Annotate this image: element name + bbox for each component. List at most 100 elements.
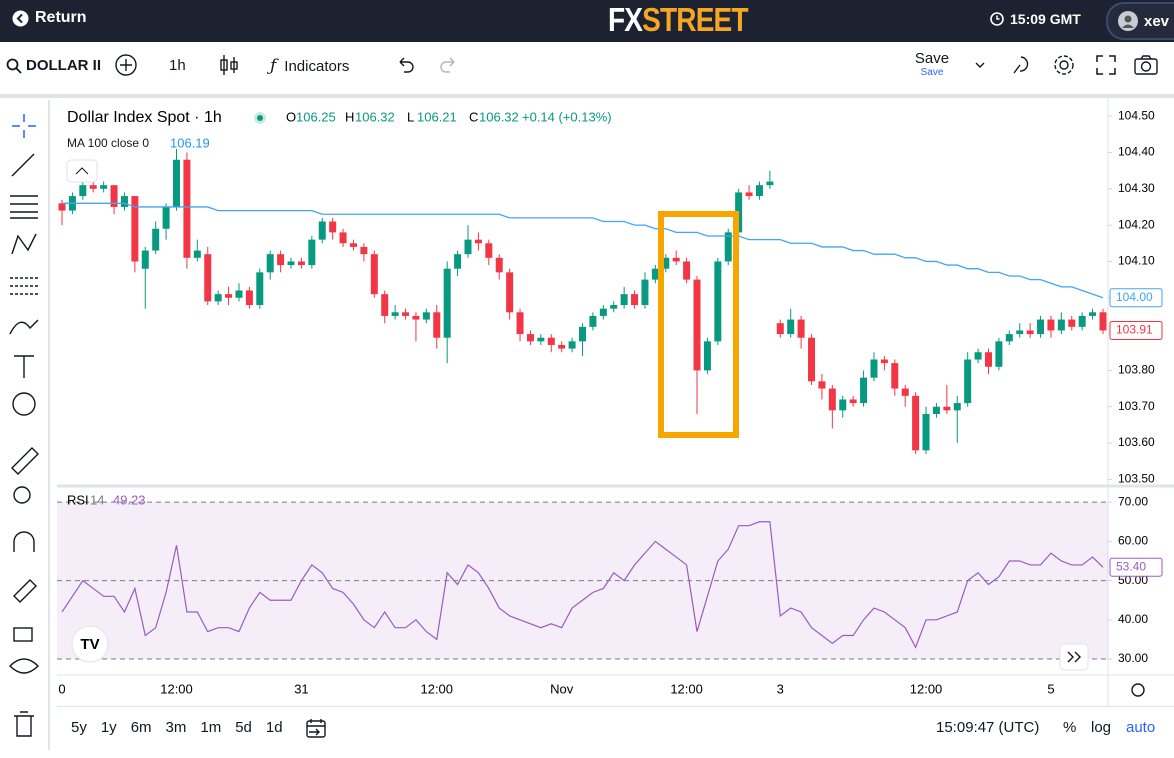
interval[interactable]: 1h [169, 57, 186, 74]
goto-date[interactable] [305, 717, 327, 739]
candle-body [1078, 315, 1086, 327]
screenshot-button[interactable] [1133, 54, 1159, 76]
tv-logo: TV [80, 636, 99, 653]
candle-body [610, 305, 618, 309]
log-toggle[interactable]: log [1091, 719, 1112, 736]
candle-body [880, 359, 888, 364]
candle-body [651, 268, 659, 280]
clock-icon [990, 12, 1004, 26]
candle-body [558, 344, 566, 349]
candle-body [787, 319, 795, 335]
range-button[interactable]: 1y [100, 719, 117, 736]
save-menu[interactable] [974, 60, 986, 70]
utc-clock[interactable]: 15:09:47 (UTC) [936, 719, 1040, 736]
scroll-right[interactable] [1059, 643, 1089, 671]
candle-body [506, 272, 514, 313]
auto-toggle[interactable]: auto [1126, 719, 1156, 736]
save-label: Save [914, 50, 950, 67]
indicators-button[interactable]: ƒ Indicators [270, 56, 349, 76]
brush-tool[interactable] [9, 319, 39, 335]
percent-toggle[interactable]: % [1063, 719, 1077, 736]
candle-body [349, 243, 357, 247]
candle-body [110, 185, 118, 207]
symbol-search[interactable]: DOLLAR II [6, 57, 101, 74]
range-button[interactable]: 5y [71, 719, 87, 736]
candle-body [568, 341, 576, 349]
ohlc-key: O [286, 109, 296, 124]
price-tick-label: 104.40 [1118, 145, 1155, 159]
candle-body [266, 254, 274, 273]
rsi-legend-length: 14 [90, 492, 104, 507]
crosshair-tool[interactable] [12, 114, 36, 138]
collapse-legend[interactable] [66, 159, 98, 183]
rsi-last-label: 53.40 [1116, 559, 1146, 573]
rsi-pane [57, 501, 1108, 660]
pattern-tool[interactable] [11, 233, 37, 255]
candle-body [724, 232, 732, 262]
delete-tool[interactable] [14, 711, 34, 737]
candle-body [318, 221, 326, 240]
range-button[interactable]: 5d [235, 719, 252, 736]
scroll-icon [1067, 651, 1081, 663]
user-name: xev [1144, 12, 1170, 30]
candle-body [599, 308, 607, 316]
emoji-tool[interactable] [12, 392, 36, 416]
candle-body [703, 341, 711, 371]
user-pill[interactable]: xev [1106, 2, 1174, 40]
axis-settings[interactable] [1131, 683, 1145, 697]
range-button[interactable]: 3m [165, 719, 187, 736]
alert-button[interactable] [1010, 53, 1032, 77]
undo-button[interactable] [396, 56, 416, 74]
candle-body [797, 319, 805, 338]
candle-body [1016, 330, 1024, 335]
save-button[interactable]: Save Save [910, 50, 954, 78]
hide-tool[interactable] [9, 658, 39, 674]
settings-button[interactable] [1052, 53, 1076, 77]
compare-button[interactable] [114, 53, 138, 77]
chart-title: Dollar Index Spot · 1h [67, 109, 222, 126]
text-tool[interactable] [14, 355, 34, 378]
range-button[interactable]: 1d [265, 719, 283, 736]
range-button[interactable]: 1m [200, 719, 222, 736]
bottom-bar: 5y 1y 6m 3m 1m 5d 1d 15:09:47 (UTC) % log auto [57, 706, 1174, 749]
logo-street: STREET [642, 1, 748, 38]
measure-tool[interactable] [11, 447, 39, 475]
fullscreen-button[interactable] [1095, 54, 1117, 76]
range-button[interactable]: 6m [130, 719, 152, 736]
time-label: 12:00 [420, 681, 453, 696]
candle-body [714, 261, 722, 342]
candle-body [141, 250, 149, 269]
ma-price-label: 104.00 [1116, 290, 1153, 304]
magnet-tool[interactable] [13, 531, 35, 552]
rsi-legend-value: 49.23 [113, 492, 146, 507]
candle-body [131, 196, 139, 262]
rsi-tick-label: 30.00 [1118, 651, 1148, 665]
price-pane [58, 148, 1107, 454]
time-label: 3 [777, 681, 784, 696]
back-icon [12, 10, 29, 26]
lock-tool[interactable] [13, 627, 33, 642]
time-label: 12:00 [910, 681, 943, 696]
return-button[interactable]: Return [12, 9, 87, 27]
candle-body [58, 203, 66, 211]
candle-body [120, 196, 128, 207]
candle-body [329, 221, 337, 233]
candle-body [173, 159, 181, 207]
candle-body [860, 377, 868, 404]
fib-tool[interactable] [10, 195, 38, 219]
ohlc-value: 106.32 [355, 109, 395, 124]
ohlc-value: 106.32 [479, 109, 519, 124]
candle-body [662, 257, 670, 269]
zoom-tool[interactable] [13, 486, 31, 504]
candle-body [162, 206, 170, 229]
lock-drawings-tool[interactable] [13, 579, 37, 603]
candle-body [1047, 319, 1055, 331]
collapse-icon [75, 167, 89, 175]
chart-type-button[interactable] [218, 53, 240, 77]
price-tick-label: 104.10 [1118, 254, 1155, 268]
redo-button[interactable] [438, 56, 458, 74]
trendline-tool[interactable] [11, 153, 35, 177]
candle-body [849, 399, 857, 404]
ma-legend-value: 106.19 [170, 135, 210, 150]
